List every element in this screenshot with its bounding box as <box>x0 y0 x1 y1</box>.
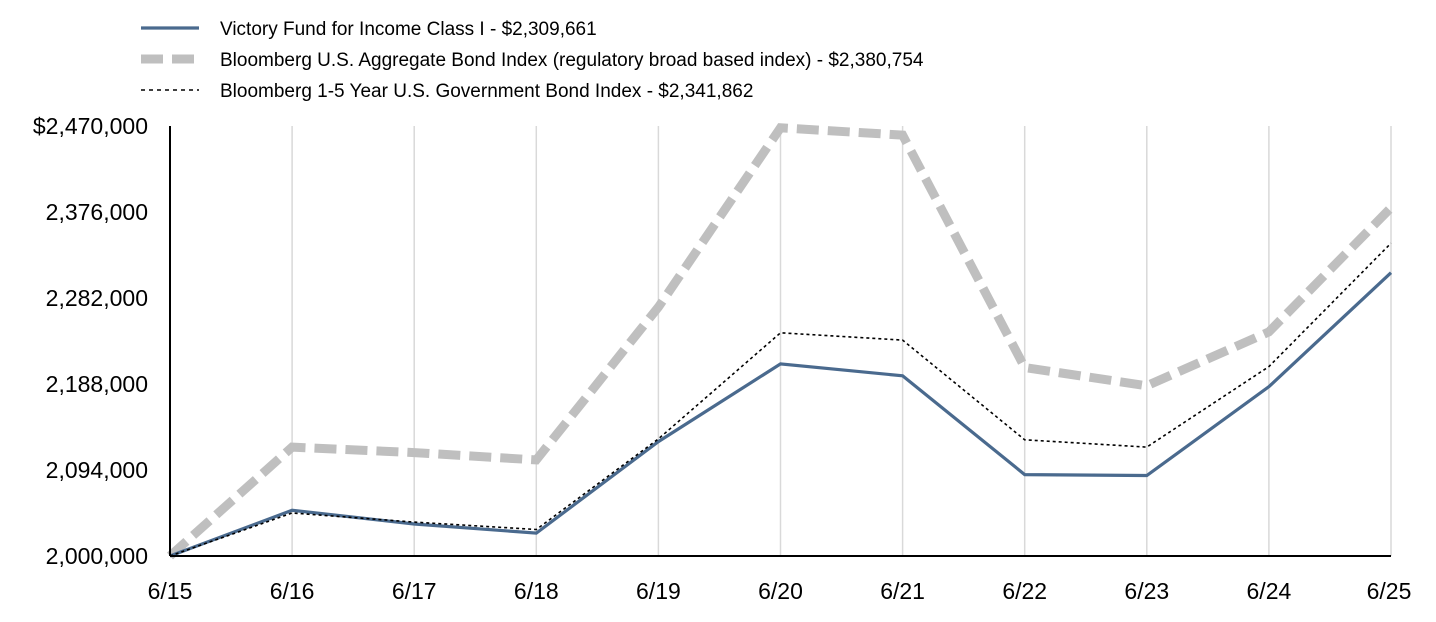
x-tick-label: 6/18 <box>514 578 559 604</box>
x-tick-label: 6/21 <box>880 578 925 604</box>
series-lines <box>167 123 1395 560</box>
x-tick-label: 6/16 <box>270 578 315 604</box>
legend-label-3: Bloomberg 1-5 Year U.S. Government Bond … <box>220 81 753 102</box>
x-tick-label: 6/20 <box>758 578 803 604</box>
x-tick-label: 6/22 <box>1002 578 1047 604</box>
x-tick-label: 6/23 <box>1124 578 1169 604</box>
y-tick-label: 2,094,000 <box>46 457 148 483</box>
legend: Victory Fund for Income Class I - $2,309… <box>141 19 924 102</box>
x-tick-label: 6/25 <box>1367 578 1412 604</box>
y-tick-labels: 2,000,000 2,094,000 2,188,000 2,282,000 2,37… <box>33 113 148 569</box>
y-tick-label: $2,470,000 <box>33 113 148 139</box>
y-tick-label: 2,000,000 <box>46 543 148 569</box>
axes <box>169 126 1391 557</box>
y-tick-label: 2,188,000 <box>46 371 148 397</box>
y-tick-label: 2,282,000 <box>46 285 148 311</box>
series-line-3 <box>169 242 1392 557</box>
legend-label-1: Victory Fund for Income Class I - $2,309… <box>220 19 597 40</box>
vertical-gridlines <box>291 126 1392 556</box>
legend-label-2: Bloomberg U.S. Aggregate Bond Index (reg… <box>220 50 924 71</box>
x-tick-label: 6/19 <box>636 578 681 604</box>
x-tick-label: 6/17 <box>392 578 437 604</box>
x-tick-label: 6/24 <box>1247 578 1292 604</box>
x-tick-label: 6/15 <box>148 578 193 604</box>
x-tick-labels: 6/15 6/16 6/17 6/18 6/19 6/20 6/21 6/22 6/23 6/24… <box>148 578 1412 604</box>
y-tick-label: 2,376,000 <box>46 199 148 225</box>
series-line-2 <box>167 123 1395 560</box>
